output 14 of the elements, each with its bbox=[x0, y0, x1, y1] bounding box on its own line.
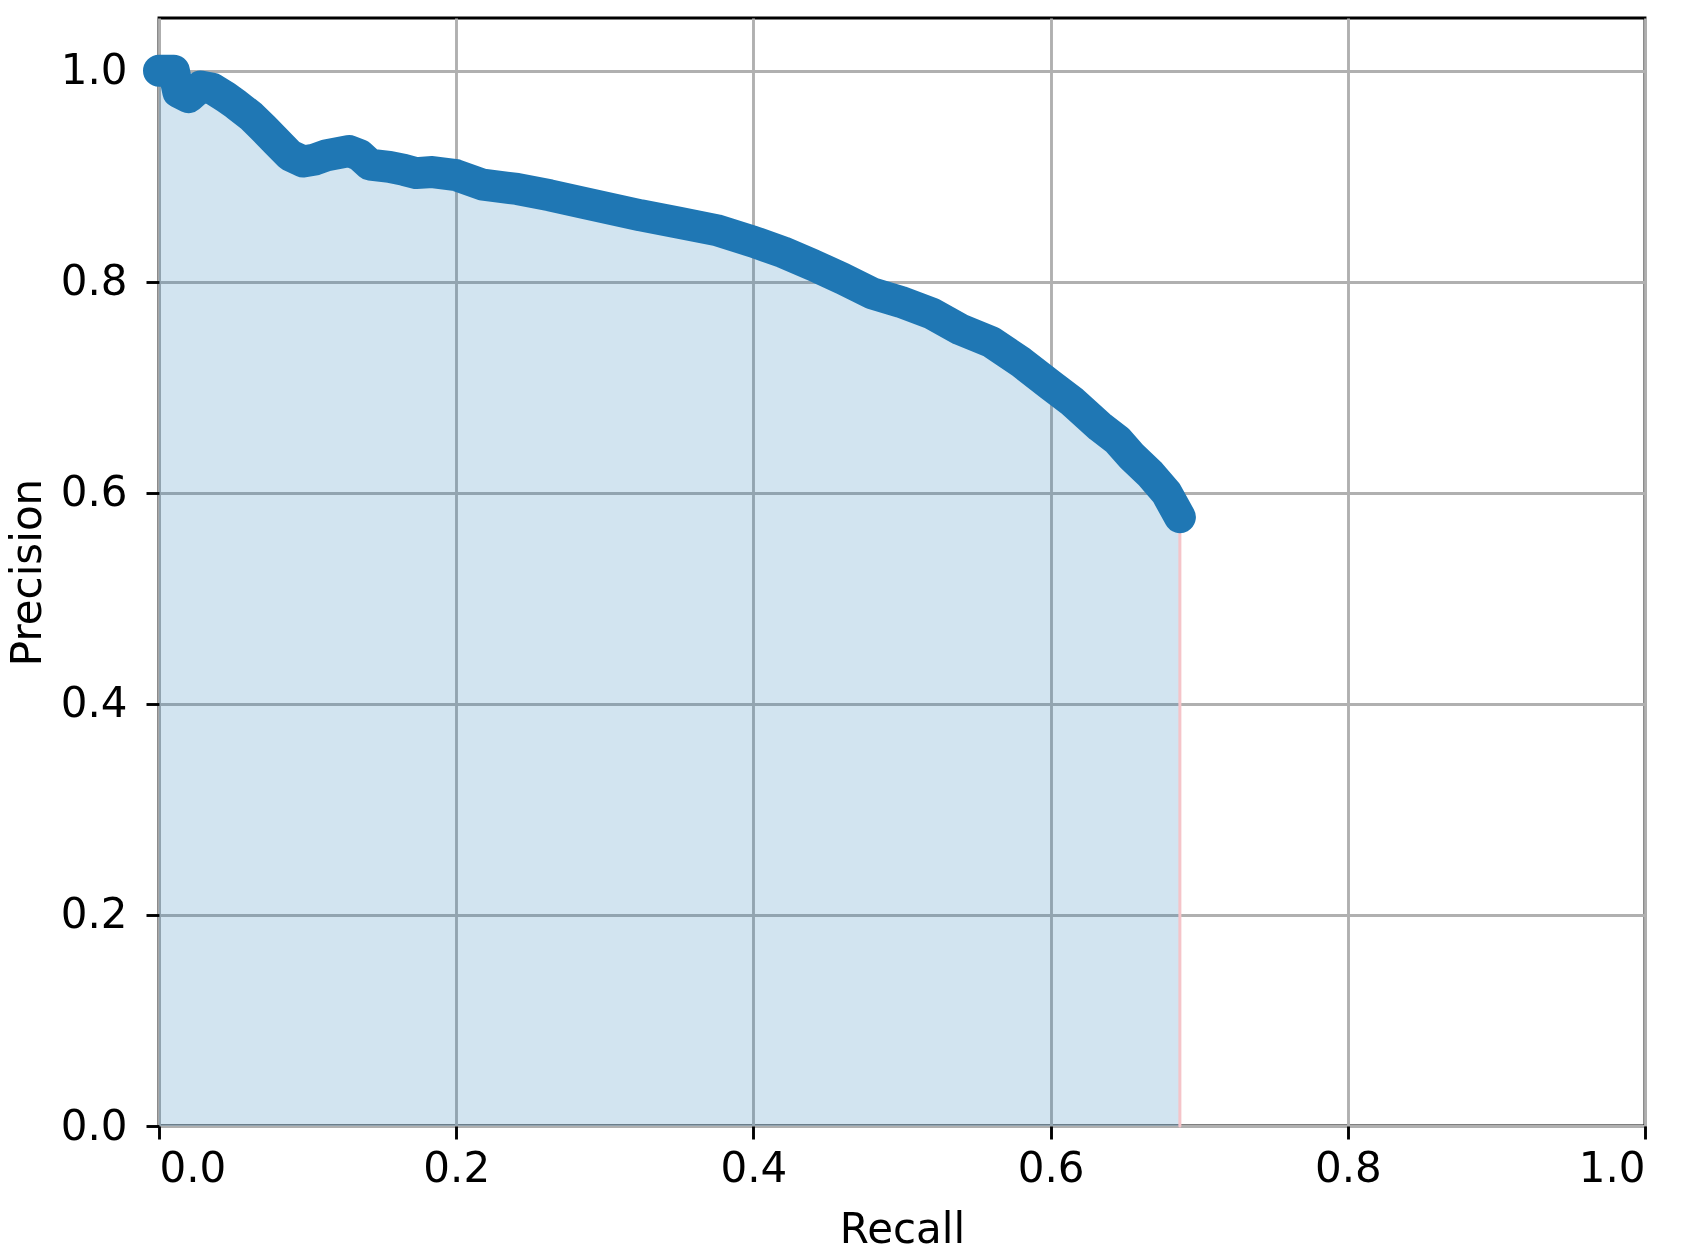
x-tick-label: 0.8 bbox=[1314, 1142, 1382, 1192]
y-tick-label: 0.2 bbox=[60, 889, 128, 939]
x-tick-label: 0.2 bbox=[423, 1142, 491, 1192]
x-tick-label: 0.6 bbox=[1017, 1142, 1085, 1192]
y-tick-label: 0.8 bbox=[60, 256, 128, 306]
y-tick-label: 1.0 bbox=[60, 45, 128, 95]
y-tick-label: 0.4 bbox=[60, 678, 128, 728]
y-tick-label: 0.6 bbox=[60, 467, 128, 517]
x-axis-title: Recall bbox=[839, 1203, 966, 1251]
x-tick-label: 1.0 bbox=[1578, 1142, 1646, 1192]
y-tick-label: 0.0 bbox=[60, 1100, 128, 1150]
x-tick-label: 0.0 bbox=[159, 1142, 227, 1192]
x-tick-label: 0.4 bbox=[720, 1142, 788, 1192]
y-axis-title: Precision bbox=[1, 478, 51, 667]
